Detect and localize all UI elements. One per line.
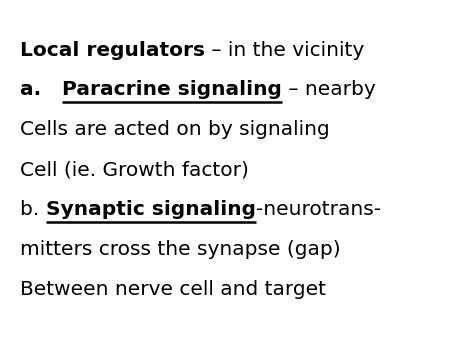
Text: a.: a.: [20, 80, 63, 99]
Text: – in the vicinity: – in the vicinity: [205, 41, 364, 59]
Text: Cell (ie. Growth factor): Cell (ie. Growth factor): [20, 160, 249, 179]
Text: Synaptic signaling: Synaptic signaling: [46, 200, 256, 219]
Text: Paracrine signaling: Paracrine signaling: [63, 80, 282, 99]
Text: Between nerve cell and target: Between nerve cell and target: [20, 280, 326, 299]
Text: -neurotrans-: -neurotrans-: [256, 200, 381, 219]
Text: Local regulators: Local regulators: [20, 41, 205, 59]
Text: b.: b.: [20, 200, 46, 219]
Text: – nearby: – nearby: [282, 80, 376, 99]
Text: mitters cross the synapse (gap): mitters cross the synapse (gap): [20, 240, 341, 259]
Text: Cells are acted on by signaling: Cells are acted on by signaling: [20, 120, 330, 139]
